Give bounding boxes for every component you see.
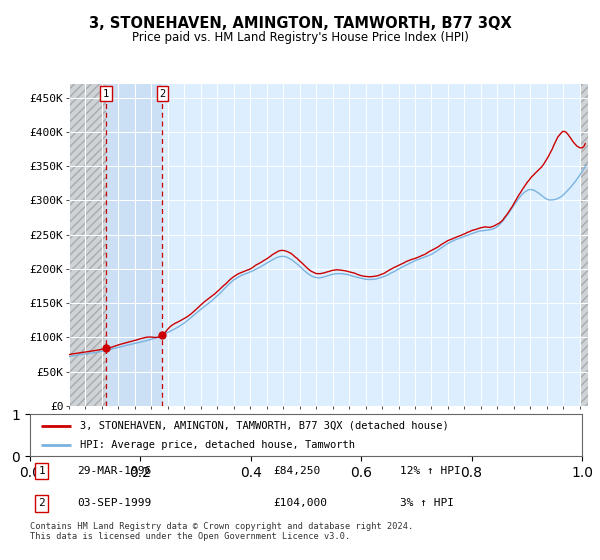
Text: 3% ↑ HPI: 3% ↑ HPI bbox=[400, 498, 454, 508]
Text: 29-MAR-1996: 29-MAR-1996 bbox=[77, 466, 151, 476]
Bar bbox=[580, 84, 588, 406]
Text: £104,000: £104,000 bbox=[273, 498, 327, 508]
Bar bbox=[69, 84, 106, 406]
Text: 2: 2 bbox=[159, 89, 166, 99]
Text: £84,250: £84,250 bbox=[273, 466, 320, 476]
Text: 3, STONEHAVEN, AMINGTON, TAMWORTH, B77 3QX: 3, STONEHAVEN, AMINGTON, TAMWORTH, B77 3… bbox=[89, 16, 511, 31]
Text: Contains HM Land Registry data © Crown copyright and database right 2024.
This d: Contains HM Land Registry data © Crown c… bbox=[30, 522, 413, 542]
Text: 2: 2 bbox=[38, 498, 45, 508]
Text: 03-SEP-1999: 03-SEP-1999 bbox=[77, 498, 151, 508]
Text: 1: 1 bbox=[38, 466, 45, 476]
Text: 3, STONEHAVEN, AMINGTON, TAMWORTH, B77 3QX (detached house): 3, STONEHAVEN, AMINGTON, TAMWORTH, B77 3… bbox=[80, 421, 448, 431]
Text: HPI: Average price, detached house, Tamworth: HPI: Average price, detached house, Tamw… bbox=[80, 440, 355, 450]
Text: Price paid vs. HM Land Registry's House Price Index (HPI): Price paid vs. HM Land Registry's House … bbox=[131, 31, 469, 44]
Bar bbox=[106, 84, 163, 406]
Text: 1: 1 bbox=[103, 89, 109, 99]
Text: 12% ↑ HPI: 12% ↑ HPI bbox=[400, 466, 461, 476]
